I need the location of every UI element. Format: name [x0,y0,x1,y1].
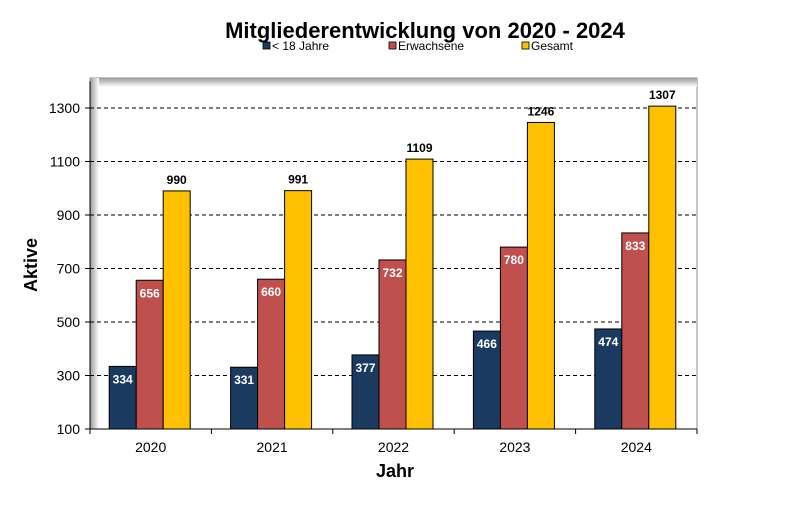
data-label: 833 [625,239,645,253]
x-tick-label: 2022 [378,439,409,455]
data-label: 780 [504,253,524,267]
data-label: 660 [261,285,281,299]
data-label: 334 [113,372,133,386]
data-label: 991 [288,173,308,187]
data-label: 474 [598,335,618,349]
chart-title: Mitgliederentwicklung von 2020 - 2024 [225,18,626,43]
x-tick-label: 2024 [621,439,652,455]
y-tick-label: 900 [57,207,81,223]
legend-label: Gesamt [531,39,574,53]
data-label: 331 [234,373,254,387]
data-label: 1109 [406,141,432,155]
y-axis-label: Aktive [21,238,41,292]
x-tick-label: 2023 [499,439,530,455]
bar-18-jahre [472,330,501,430]
data-label: 1246 [528,104,555,118]
bar-erwachsene [257,278,286,430]
bar-gesamt [648,105,677,430]
legend: < 18 Jahre Erwachsene Gesamt [262,39,574,53]
legend-swatch [521,41,530,50]
x-tick-label: 2020 [135,439,166,455]
bar-gesamt [405,158,434,430]
bar-18-jahre [351,354,380,430]
legend-label: Erwachsene [398,39,464,53]
y-tick-label: 100 [57,421,81,437]
x-axis-label: Jahr [376,461,414,481]
bar-18-jahre [108,365,137,430]
y-tick-label: 500 [57,314,81,330]
data-label: 990 [167,173,187,187]
legend-swatch [388,41,397,50]
bar-erwachsene [135,279,164,430]
bar-erwachsene [621,232,650,430]
data-label: 656 [140,286,160,300]
bar-gesamt [284,190,313,430]
x-tick-label: 2021 [257,439,288,455]
bar-erwachsene [378,259,407,430]
legend-swatch [262,41,271,50]
y-tick-label: 700 [57,261,81,277]
bar-gesamt [526,121,555,430]
data-label: 466 [477,337,497,351]
bar-18-jahre [230,366,259,430]
bar-gesamt [162,190,191,430]
data-label: 732 [382,266,402,280]
bar-erwachsene [499,246,528,430]
legend-label: < 18 Jahre [272,39,329,53]
data-label: 1307 [649,88,676,102]
y-tick-label: 1300 [49,100,80,116]
data-label: 377 [355,361,375,375]
y-tick-label: 1100 [50,154,80,170]
y-tick-label: 300 [57,368,81,384]
